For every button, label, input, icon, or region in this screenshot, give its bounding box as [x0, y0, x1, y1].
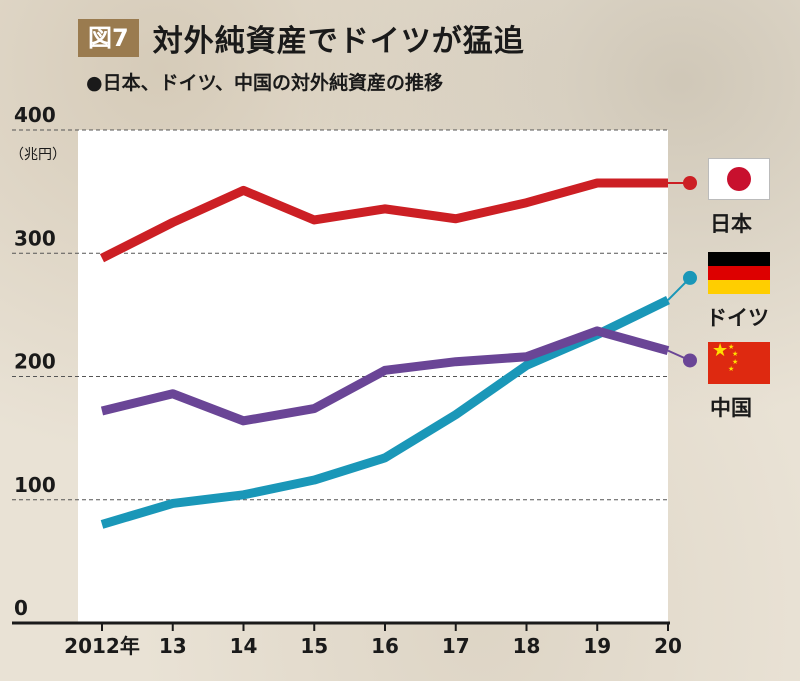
y-tick-label: 200: [14, 350, 56, 374]
x-tick-label: 16: [371, 634, 399, 658]
x-tick-label: 15: [300, 634, 328, 658]
legend-china: 中国: [710, 396, 752, 420]
chart-subtitle: ●日本、ドイツ、中国の対外純資産の推移: [86, 72, 444, 94]
x-tick-label: 17: [442, 634, 470, 658]
china-flag-icon: ★ ★ ★ ★ ★: [708, 342, 770, 384]
end-marker-germany: [683, 270, 697, 285]
end-marker-china: [683, 353, 697, 368]
japan-flag-icon: [708, 158, 770, 200]
chart-header: 図7 対外純資産でドイツが猛追: [78, 18, 525, 59]
germany-flag-icon: [708, 252, 770, 294]
legend-japan: 日本: [710, 212, 752, 236]
x-tick-label: 13: [159, 634, 187, 658]
x-tick-label: 19: [583, 634, 611, 658]
chart-title: 対外純資産でドイツが猛追: [152, 24, 525, 59]
x-tick-label: 20: [654, 634, 682, 658]
y-tick-label: 0: [14, 596, 28, 620]
x-tick-label: 14: [230, 634, 258, 658]
x-tick-label: 2012年: [64, 634, 140, 658]
figure-label: 図7: [78, 19, 139, 57]
y-tick-label: 400: [14, 103, 56, 127]
end-marker-japan: [683, 175, 697, 190]
y-tick-label: 300: [14, 226, 56, 250]
y-unit-label: （兆円）: [10, 147, 66, 163]
legend-germany: ドイツ: [706, 306, 769, 330]
y-tick-label: 100: [14, 473, 56, 497]
x-tick-label: 18: [513, 634, 541, 658]
